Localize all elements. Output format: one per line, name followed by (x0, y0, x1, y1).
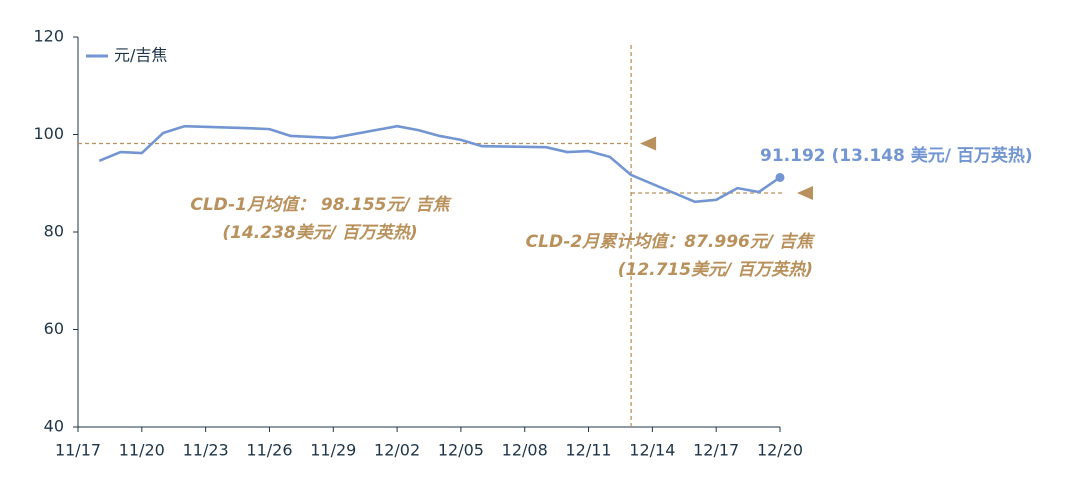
y-tick-label: 40 (44, 417, 64, 436)
end-label: 91.192 (13.148 美元/ 百万英热) (760, 145, 1033, 166)
reference-marker (797, 186, 813, 201)
y-tick-label: 120 (33, 27, 64, 46)
x-tick-label: 11/20 (119, 441, 165, 460)
annotation: CLD-1月均值： 98.155元/ 吉焦 (190, 195, 452, 215)
x-tick-label: 12/14 (629, 441, 675, 460)
reference-marker (640, 136, 657, 151)
x-tick-label: 12/20 (757, 441, 803, 460)
series-line (98, 124, 781, 204)
annotation: (14.238美元/ 百万英热) (222, 223, 417, 243)
x-tick-label: 11/17 (55, 441, 101, 460)
y-tick-label: 60 (44, 319, 64, 338)
y-tick-label: 80 (44, 222, 64, 241)
x-tick-label: 11/29 (310, 441, 356, 460)
x-tick-label: 12/11 (565, 441, 611, 460)
x-tick-label: 12/02 (374, 441, 420, 460)
x-tick-label: 12/08 (502, 441, 548, 460)
x-tick-label: 12/05 (438, 441, 484, 460)
x-tick-label: 12/17 (693, 441, 739, 460)
y-tick-label: 100 (33, 124, 64, 143)
annotation: (12.715美元/ 百万英热) (618, 260, 813, 280)
end-point (775, 172, 785, 182)
annotation: CLD-2月累计均值：87.996元/ 吉焦 (526, 232, 816, 252)
x-tick-label: 11/23 (183, 441, 229, 460)
legend-label: 元/吉焦 (114, 46, 167, 65)
x-tick-label: 11/26 (246, 441, 292, 460)
